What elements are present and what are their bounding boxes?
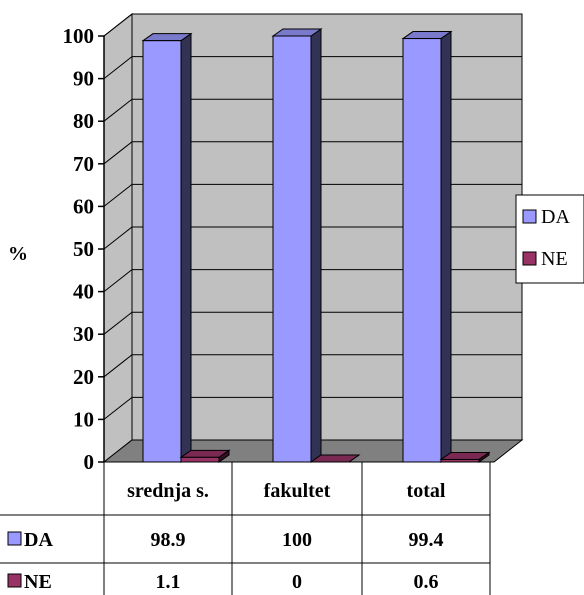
legend: DA NE xyxy=(515,194,584,284)
y-tick-label: 60 xyxy=(73,194,94,218)
bar-side xyxy=(180,32,192,463)
y-tick-label: 90 xyxy=(73,67,94,91)
gridline xyxy=(103,56,522,79)
bar-front xyxy=(402,38,442,463)
gridline xyxy=(103,269,522,292)
gridline xyxy=(103,141,522,165)
bar-ne-0 xyxy=(179,449,231,463)
gridline xyxy=(103,396,522,420)
bar-ne-1 xyxy=(309,454,361,463)
bar-front xyxy=(272,35,312,463)
category-label: srednja s. xyxy=(127,480,209,502)
data-label: 0.6 xyxy=(414,571,439,593)
bar-front xyxy=(180,456,220,463)
bar-da-0 xyxy=(141,32,193,463)
gridline xyxy=(103,98,522,122)
data-label: 0 xyxy=(292,571,302,593)
gridline xyxy=(103,226,522,250)
table-legend-swatch xyxy=(7,573,22,588)
bar-front xyxy=(440,458,480,463)
legend-label: DA xyxy=(541,206,570,228)
data-label: 99.4 xyxy=(409,529,444,551)
table-series-label: NE xyxy=(24,571,52,593)
data-label: 100 xyxy=(282,529,312,551)
legend-swatch xyxy=(522,209,537,224)
bar-da-1 xyxy=(271,28,323,463)
category-label: total xyxy=(407,480,446,502)
bar-da-2 xyxy=(401,30,453,463)
data-label: 1.1 xyxy=(156,571,181,593)
y-tick-label: 10 xyxy=(73,407,94,431)
gridline xyxy=(103,183,522,207)
y-tick-label: 40 xyxy=(73,280,94,304)
y-tick-label: 50 xyxy=(73,237,94,261)
data-label: 98.9 xyxy=(151,529,186,551)
y-axis: 0 10 20 30 40 50 60 70 80 90 100 xyxy=(63,24,105,474)
gridlines xyxy=(103,13,522,420)
y-tick-label: 0 xyxy=(84,450,95,474)
bars xyxy=(141,28,491,463)
gridline xyxy=(103,354,522,378)
legend-swatch xyxy=(522,251,537,266)
table-series-label: DA xyxy=(24,529,53,551)
y-tick-label: 80 xyxy=(73,109,94,133)
y-tick-label: 70 xyxy=(73,152,94,176)
y-tick-label: 100 xyxy=(63,24,95,48)
y-tick-label: 30 xyxy=(73,322,94,346)
bar-side xyxy=(440,30,452,463)
bar-front xyxy=(142,40,182,463)
category-label: fakultet xyxy=(264,480,331,502)
gridline xyxy=(103,13,522,37)
gridline xyxy=(103,311,522,335)
legend-label: NE xyxy=(541,248,568,270)
bar-side xyxy=(310,28,322,463)
bar-ne-2 xyxy=(439,451,491,463)
y-tick-label: 20 xyxy=(73,365,94,389)
y-axis-title: % xyxy=(8,243,28,265)
table-legend-swatch xyxy=(7,531,22,546)
data-table: srednja s. fakultet total DA 98.9 100 99.4 NE 1.… xyxy=(0,462,491,595)
bar-top xyxy=(309,454,361,463)
